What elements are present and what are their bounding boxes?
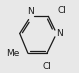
Text: N: N	[27, 7, 34, 16]
Text: Me: Me	[6, 49, 19, 58]
Text: Cl: Cl	[43, 62, 51, 71]
Text: N: N	[57, 29, 63, 38]
Text: Cl: Cl	[57, 6, 66, 15]
